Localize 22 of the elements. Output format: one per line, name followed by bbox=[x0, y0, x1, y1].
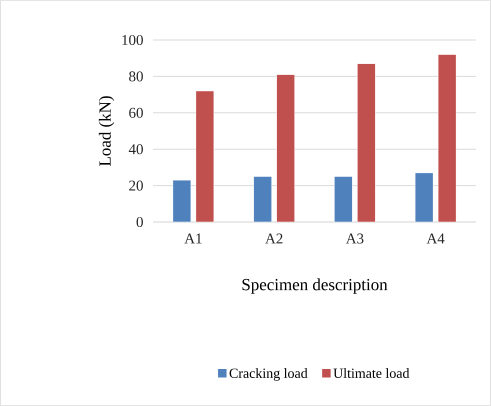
bar bbox=[438, 54, 456, 222]
bar bbox=[357, 63, 376, 222]
bar bbox=[196, 90, 214, 222]
bar bbox=[276, 74, 295, 222]
x-axis-title: Specimen description bbox=[242, 278, 388, 294]
bar bbox=[172, 180, 192, 222]
legend-label: Cracking load bbox=[230, 368, 308, 381]
y-tick-label: 40 bbox=[128, 144, 143, 154]
bar bbox=[253, 176, 272, 222]
y-tick-label: 60 bbox=[129, 108, 143, 118]
x-tick-label: A3 bbox=[346, 234, 364, 244]
y-tick-label: 20 bbox=[129, 180, 143, 191]
y-tick-label: 0 bbox=[136, 216, 143, 228]
y-tick-label: 100 bbox=[122, 34, 143, 46]
x-tick-label: A1 bbox=[184, 234, 202, 244]
bar bbox=[334, 176, 353, 222]
y-axis-title: Load (kN) bbox=[98, 96, 114, 166]
y-tick-label: 80 bbox=[129, 71, 143, 82]
legend-label: Ultimate load bbox=[333, 368, 410, 378]
x-tick-label: A2 bbox=[265, 234, 282, 244]
x-tick-label: A4 bbox=[426, 234, 445, 244]
bar bbox=[414, 172, 434, 222]
